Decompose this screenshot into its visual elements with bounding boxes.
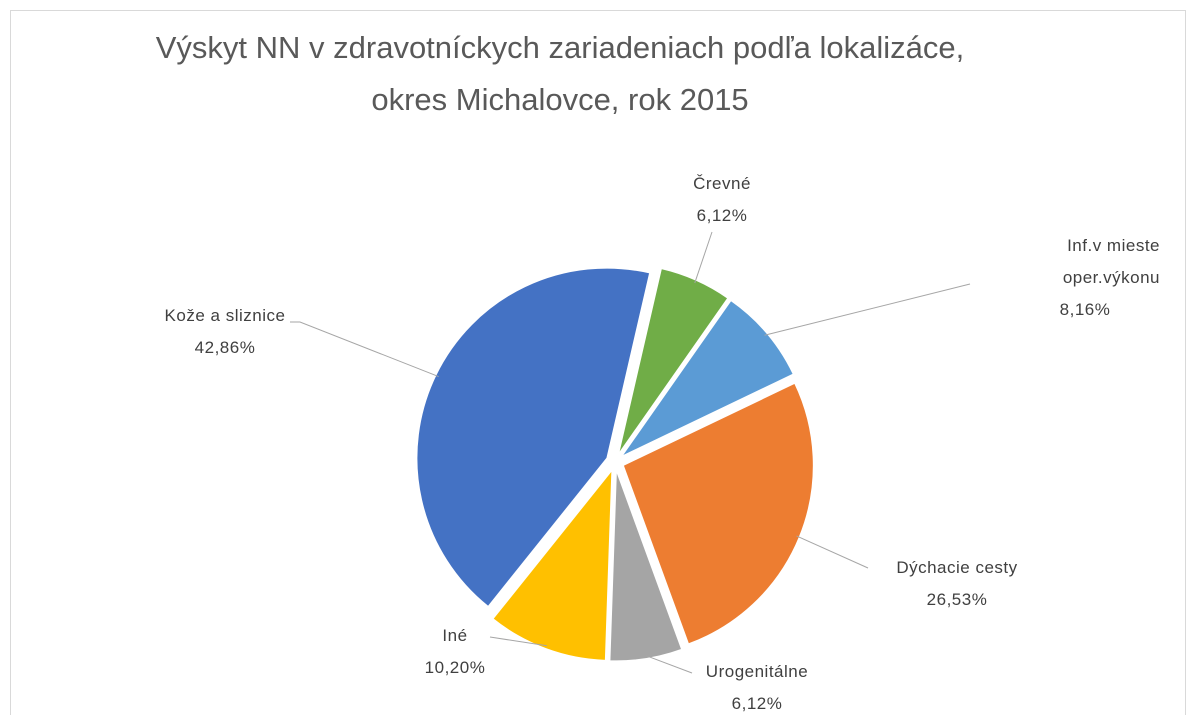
data-label: Kože a sliznice 42,86% (135, 300, 315, 364)
leader-line (290, 321, 439, 378)
pie-slice (609, 470, 683, 662)
chart-title: Výskyt NN v zdravotníckych zariadeniach … (156, 30, 965, 65)
value-label: 6,12% (696, 206, 748, 225)
leader-line (796, 535, 869, 569)
category-label: Dýchacie cesty (896, 558, 1018, 577)
chart-title: okres Michalovce, rok 2015 (371, 82, 748, 117)
leader-line (694, 231, 713, 284)
pie-slice (620, 299, 794, 458)
pie-slice (492, 468, 613, 661)
data-label: Inf.v mieste oper.výkonu 8,16% (1010, 230, 1160, 326)
value-label: 6,12% (731, 694, 783, 713)
data-label: Črevné 6,12% (662, 168, 782, 232)
category-label: Inf.v mieste oper.výkonu (1062, 236, 1160, 287)
leader-line (489, 636, 547, 647)
value-label: 10,20% (424, 658, 486, 677)
leader-line (764, 283, 971, 336)
value-label: 8,16% (1059, 300, 1111, 319)
leader-line (645, 655, 693, 674)
category-label: Iné (442, 626, 468, 645)
value-label: 26,53% (926, 590, 988, 609)
value-label: 42,86% (194, 338, 256, 357)
data-label: Urogenitálne 6,12% (677, 656, 837, 715)
category-label: Kože a sliznice (164, 306, 286, 325)
data-label: Iné 10,20% (405, 620, 505, 684)
data-label: Dýchacie cesty 26,53% (867, 552, 1047, 616)
category-label: Urogenitálne (705, 662, 809, 681)
category-label: Črevné (693, 174, 751, 193)
